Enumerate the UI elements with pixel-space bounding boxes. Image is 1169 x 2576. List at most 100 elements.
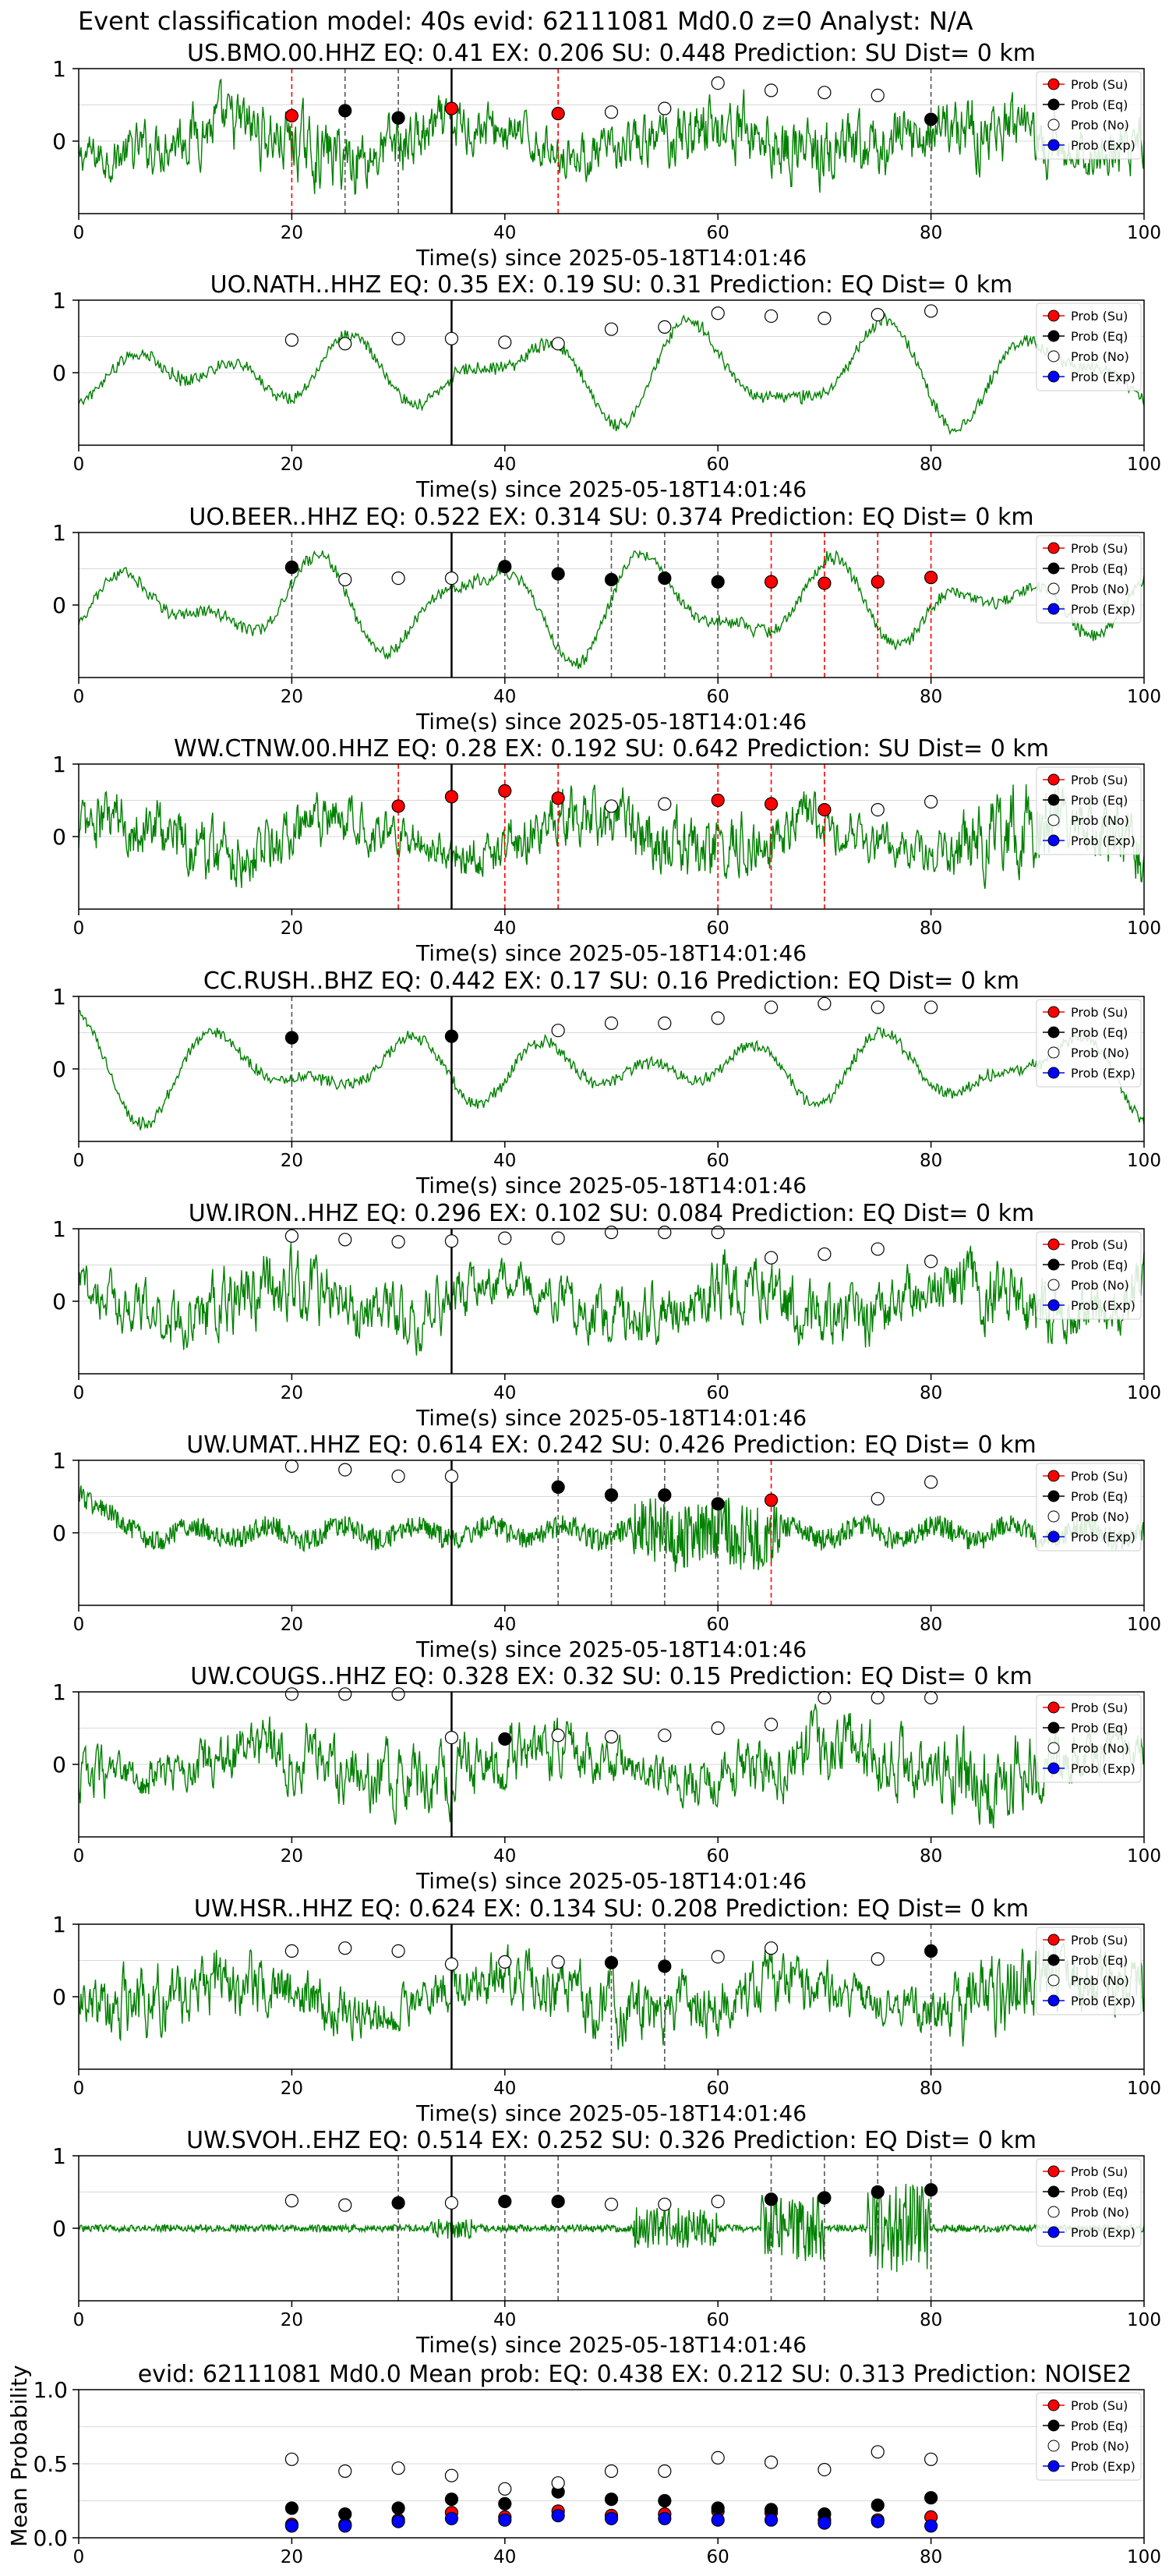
legend-marker	[1047, 1762, 1060, 1775]
probability-point	[871, 1952, 885, 1966]
x-tick-label: 60	[707, 1151, 729, 1171]
legend-marker	[1047, 330, 1060, 342]
station-panel: UW.IRON..HHZ EQ: 0.296 EX: 0.102 SU: 0.0…	[52, 1200, 1161, 1431]
probability-point	[284, 1944, 298, 1959]
probability-point	[551, 2194, 565, 2209]
legend-label: Prob (Su)	[1071, 2164, 1128, 2179]
station-panel: UW.UMAT..HHZ EQ: 0.614 EX: 0.242 SU: 0.4…	[52, 1431, 1161, 1662]
legend: Prob (Su) Prob (Eq) Prob (No) Prob (Exp)	[1036, 2392, 1142, 2481]
y-tick-label: 1	[52, 1679, 66, 1705]
x-tick-label: 100	[1127, 687, 1161, 707]
probability-point	[338, 2198, 352, 2212]
probability-point	[391, 111, 405, 125]
legend: Prob (Su) Prob (Eq) Prob (No) Prob (Exp)	[1036, 999, 1142, 1088]
probability-point	[604, 105, 619, 119]
probability-point	[551, 107, 565, 121]
probability-point	[658, 1226, 672, 1240]
legend-label: Prob (Eq)	[1071, 1721, 1128, 1736]
y-tick-label: 0	[52, 129, 66, 154]
panel-title: UW.COUGS..HHZ EQ: 0.328 EX: 0.32 SU: 0.1…	[190, 1663, 1032, 1690]
mean-point	[818, 2516, 832, 2530]
probability-point	[924, 112, 938, 126]
probability-point	[284, 333, 298, 347]
legend-label: Prob (Exp)	[1071, 2225, 1135, 2240]
x-tick-label: 60	[707, 1846, 729, 1867]
probability-point	[284, 1459, 298, 1474]
probability-point	[444, 101, 459, 115]
x-tick-label: 0	[73, 687, 85, 707]
probability-point	[764, 1251, 779, 1265]
mean-point	[551, 2476, 565, 2490]
x-tick-label: 80	[920, 223, 942, 243]
probability-point	[871, 2185, 885, 2199]
panel-title: evid: 62111081 Md0.0 Mean prob: EQ: 0.43…	[138, 2361, 1132, 2388]
y-tick-label: 1	[52, 1216, 66, 1242]
x-tick-label: 80	[920, 918, 942, 939]
x-tick-label: 100	[1127, 1151, 1161, 1171]
legend-marker	[1047, 1721, 1060, 1734]
y-tick-label: 0	[52, 1520, 66, 1546]
probability-point	[711, 1226, 725, 1240]
legend-marker	[1047, 603, 1060, 615]
x-tick-label: 80	[920, 1846, 942, 1867]
legend-label: Prob (No)	[1071, 1973, 1129, 1988]
legend-label: Prob (Su)	[1071, 77, 1128, 92]
station-panel: WW.CTNW.00.HHZ EQ: 0.28 EX: 0.192 SU: 0.…	[52, 735, 1161, 966]
legend-label: Prob (No)	[1071, 1509, 1129, 1524]
mean-point	[711, 2501, 725, 2515]
waveform-trace	[78, 1704, 1145, 1829]
legend-marker	[1047, 78, 1060, 90]
x-tick-label: 60	[707, 2079, 729, 2099]
x-tick-label: 100	[1127, 455, 1161, 475]
mean-point	[391, 2514, 405, 2528]
probability-point	[338, 1941, 352, 1955]
legend-marker	[1047, 98, 1060, 111]
mean-point	[711, 2450, 725, 2465]
probability-point	[871, 308, 885, 322]
probability-point	[924, 2183, 938, 2197]
probability-point	[711, 1950, 725, 1964]
probability-point	[444, 1469, 459, 1484]
x-tick-label: 20	[281, 1151, 303, 1171]
legend-frame	[1036, 1694, 1142, 1783]
probability-point	[871, 1690, 885, 1705]
probability-point	[284, 561, 298, 575]
x-tick-label: 0	[73, 1846, 85, 1867]
panel-title: UO.NATH..HHZ EQ: 0.35 EX: 0.19 SU: 0.31 …	[210, 271, 1013, 299]
y-tick-label: 0	[52, 824, 66, 850]
x-tick-label: 60	[707, 2310, 729, 2330]
probability-point	[924, 1000, 938, 1014]
station-panel: UO.BEER..HHZ EQ: 0.522 EX: 0.314 SU: 0.3…	[52, 504, 1161, 734]
legend-marker	[1047, 310, 1060, 322]
probability-point	[444, 1234, 459, 1248]
x-tick-label: 20	[281, 455, 303, 475]
legend-marker	[1047, 834, 1060, 847]
legend-marker	[1047, 1530, 1060, 1543]
waveform-trace	[78, 312, 1145, 436]
panel-title: UW.HSR..HHZ EQ: 0.624 EX: 0.134 SU: 0.20…	[194, 1895, 1029, 1923]
probability-point	[764, 1718, 779, 1732]
probability-point	[391, 1944, 405, 1959]
x-tick-label: 100	[1127, 1846, 1161, 1867]
legend-marker	[1047, 1934, 1060, 1946]
probability-point	[818, 576, 832, 590]
x-tick-label: 60	[707, 455, 729, 475]
legend-label: Prob (Exp)	[1071, 1066, 1135, 1081]
probability-point	[924, 1475, 938, 1489]
x-axis-label: Time(s) since 2025-05-18T14:01:46	[415, 1868, 807, 1894]
legend-frame	[1036, 303, 1142, 391]
legend-marker	[1047, 1994, 1060, 2007]
x-tick-label: 40	[493, 455, 516, 475]
x-tick-label: 0	[73, 455, 85, 475]
probability-point	[764, 309, 779, 324]
x-tick-label: 0	[73, 1615, 85, 1635]
legend: Prob (Su) Prob (Eq) Prob (No) Prob (Exp)	[1036, 766, 1142, 855]
mean-point	[924, 2519, 938, 2533]
mean-point	[604, 2511, 619, 2525]
x-tick-label: 100	[1127, 1383, 1161, 1403]
legend-frame	[1036, 1463, 1142, 1552]
legend-label: Prob (No)	[1071, 582, 1129, 596]
y-tick-label: 0	[52, 360, 66, 386]
legend-marker	[1047, 1510, 1060, 1523]
probability-point	[924, 571, 938, 585]
